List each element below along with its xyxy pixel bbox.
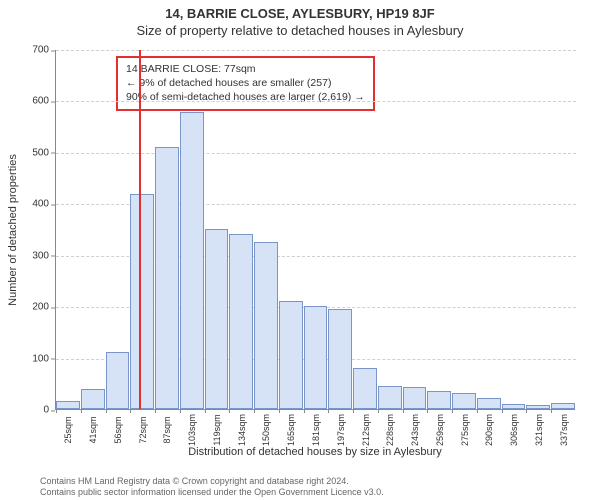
x-tick-mark (477, 409, 478, 413)
x-tick-label: 290sqm (484, 414, 494, 446)
x-tick-label: 87sqm (162, 416, 172, 443)
x-tick-mark (106, 409, 107, 413)
histogram-bar (551, 403, 575, 409)
histogram-bar (180, 112, 204, 409)
histogram-bar (279, 301, 303, 409)
histogram-chart: Number of detached properties Distributi… (55, 50, 575, 410)
x-tick-label: 197sqm (336, 414, 346, 446)
histogram-bar (403, 387, 427, 409)
address-title: 14, BARRIE CLOSE, AYLESBURY, HP19 8JF (0, 0, 600, 21)
callout-line1: 14 BARRIE CLOSE: 77sqm (126, 62, 365, 76)
histogram-bar (353, 368, 377, 409)
callout-line2: ← 9% of detached houses are smaller (257… (126, 76, 365, 90)
x-tick-label: 321sqm (534, 414, 544, 446)
x-tick-label: 134sqm (237, 414, 247, 446)
histogram-bar (502, 404, 526, 409)
histogram-bar (304, 306, 328, 409)
histogram-bar (452, 393, 476, 409)
y-tick-label: 400 (32, 199, 49, 210)
histogram-bar (229, 234, 253, 409)
histogram-bar (106, 352, 130, 409)
histogram-bar (328, 309, 352, 409)
x-tick-mark (452, 409, 453, 413)
histogram-bar (130, 194, 154, 409)
x-tick-label: 306sqm (509, 414, 519, 446)
x-axis-label: Distribution of detached houses by size … (188, 446, 442, 458)
x-tick-label: 212sqm (361, 414, 371, 446)
x-tick-label: 275sqm (460, 414, 470, 446)
x-tick-mark (56, 409, 57, 413)
x-tick-label: 103sqm (187, 414, 197, 446)
x-tick-mark (279, 409, 280, 413)
x-tick-mark (254, 409, 255, 413)
x-tick-mark (229, 409, 230, 413)
histogram-bar (56, 401, 80, 409)
x-tick-mark (81, 409, 82, 413)
x-tick-label: 119sqm (212, 414, 222, 445)
histogram-bar (155, 147, 179, 409)
x-tick-label: 181sqm (311, 414, 321, 446)
x-tick-label: 72sqm (138, 416, 148, 443)
y-tick-label: 200 (32, 302, 49, 313)
y-axis-label: Number of detached properties (7, 154, 19, 306)
histogram-bar (427, 391, 451, 409)
x-tick-mark (130, 409, 131, 413)
gridline (56, 50, 576, 51)
reference-line (139, 50, 141, 409)
x-tick-mark (403, 409, 404, 413)
histogram-bar (526, 405, 550, 409)
footer-copyright-2: Contains public sector information licen… (40, 487, 384, 497)
histogram-bar (254, 242, 278, 409)
x-tick-mark (502, 409, 503, 413)
x-tick-mark (205, 409, 206, 413)
y-tick-label: 300 (32, 250, 49, 261)
plot-area: 14 BARRIE CLOSE: 77sqm ← 9% of detached … (55, 50, 575, 410)
gridline (56, 101, 576, 102)
histogram-bar (378, 386, 402, 409)
x-tick-mark (180, 409, 181, 413)
x-tick-label: 150sqm (261, 414, 271, 446)
x-tick-mark (328, 409, 329, 413)
y-tick-label: 600 (32, 96, 49, 107)
x-tick-mark (378, 409, 379, 413)
y-tick-label: 700 (32, 45, 49, 56)
x-tick-mark (353, 409, 354, 413)
x-tick-label: 337sqm (559, 414, 569, 446)
y-tick-label: 500 (32, 147, 49, 158)
gridline (56, 153, 576, 154)
chart-subtitle: Size of property relative to detached ho… (0, 21, 600, 38)
histogram-bar (81, 389, 105, 409)
x-tick-mark (427, 409, 428, 413)
x-tick-mark (155, 409, 156, 413)
x-tick-mark (526, 409, 527, 413)
x-tick-label: 56sqm (113, 416, 123, 443)
x-tick-mark (304, 409, 305, 413)
x-tick-label: 25sqm (63, 416, 73, 443)
x-tick-label: 228sqm (385, 414, 395, 446)
y-tick-label: 100 (32, 353, 49, 364)
x-tick-mark (551, 409, 552, 413)
histogram-bar (477, 398, 501, 409)
x-tick-label: 165sqm (286, 414, 296, 446)
histogram-bar (205, 229, 229, 409)
footer-copyright-1: Contains HM Land Registry data © Crown c… (40, 476, 349, 486)
x-tick-label: 41sqm (88, 416, 98, 443)
y-tick-label: 0 (43, 405, 49, 416)
x-tick-label: 259sqm (435, 414, 445, 446)
x-tick-label: 243sqm (410, 414, 420, 446)
